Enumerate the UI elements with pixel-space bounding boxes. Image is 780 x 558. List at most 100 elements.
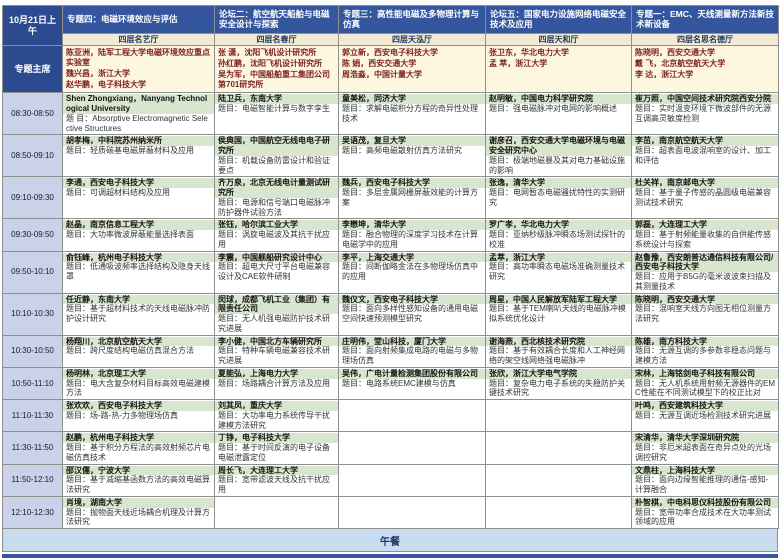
talk-cell: 崔万照，中国空间技术研究院西安分院 题目：实时温变环境下微波部件的无源互调高灵敏度… bbox=[631, 92, 779, 136]
talk-cell: 杜关祥，南京邮电大学 题目：基于量子传感的晶圆级电磁兼容测试技术研究 bbox=[631, 176, 779, 220]
speaker-name: 庄明伟，堂山科技，厦门大学 bbox=[339, 336, 485, 347]
talk-cell: 陈晓明，西安交通大学 题目：混响室天线方向图无相位测量方法研究 bbox=[631, 292, 779, 336]
chair-name: 周浩淼，中国计量大学 bbox=[342, 69, 422, 79]
room-row: 四层名艺厅 四层名春厅 四层天泓厅 四层天和厅 四层名思名德厅 bbox=[3, 32, 779, 47]
lunch-banner: 午餐 bbox=[2, 529, 778, 553]
speaker-name: 周长飞，大连理工大学 bbox=[215, 465, 338, 476]
session-title-forum5: 论坛五：国家电力设施网络电磁安全技术及应用 bbox=[485, 5, 632, 34]
speaker-name: 李茁，南京航空航天大学 bbox=[632, 136, 778, 147]
talk-title: 题目：基于时间反演的电子设备电磁泄露定位 bbox=[218, 443, 330, 462]
time-slot: 09:50-10:10 bbox=[2, 250, 63, 294]
talk-cell: 夏能弘，上海电力大学 题目：场路耦合计算方法及应用 bbox=[214, 366, 339, 401]
talk-title: 题目：融合物理的深度学习技术在计算电磁学中的应用 bbox=[342, 230, 478, 249]
chairs-cell: 张 潇，沈阳飞机设计研究所 孙红鹏，沈阳飞机设计研究所 吴为军，中国船舶重工集团公司… bbox=[214, 45, 339, 94]
talk-title: 题目：复杂电力电子系统的失稳防护关键技术研究 bbox=[489, 378, 625, 398]
schedule-body: 08:30-08:50 Shen Zhongxiang，Nanyang Techn… bbox=[2, 92, 779, 530]
talk-title: 题目：场路耦合计算方法及应用 bbox=[218, 378, 330, 388]
speaker-name: 宋清华，清华大学深圳研究院 bbox=[632, 433, 778, 444]
talk-title: 题目：大功率电力系统传导干扰建模方法研究 bbox=[218, 410, 330, 430]
speaker-name: 夏能弘，上海电力大学 bbox=[215, 368, 338, 379]
talk-cell: 孟萃，浙江大学 题目：高功率瞬态电磁场准确测量技术研究 bbox=[485, 250, 632, 294]
talk-cell: 张逸，清华大学 题目：电网暂态电磁骚扰特性的实测研究 bbox=[485, 176, 632, 220]
speaker-name: 杜关祥，南京邮电大学 bbox=[632, 178, 778, 189]
talk-title: 题目：混响室天线方向图无相位测量方法研究 bbox=[635, 304, 771, 324]
time-slot: 10:10-10:30 bbox=[2, 292, 63, 336]
session-title-topic3: 专题三：高性能电磁及多物理计算与仿真 bbox=[338, 5, 486, 34]
speaker-name: 郭磊，大连理工大学 bbox=[632, 220, 778, 231]
talk-title: 题目：间断伽略金法在多物理场仿真中的应用 bbox=[342, 262, 478, 282]
speaker-name: 闵球，成都飞机工业（集团）有限责任公司 bbox=[215, 294, 338, 315]
speaker-name: 李通，西安电子科技大学 bbox=[63, 178, 214, 189]
chair-name: 魏兴昌，浙江大学 bbox=[66, 68, 130, 78]
chair-name: 李 达，浙江大学 bbox=[635, 69, 694, 79]
talk-cell bbox=[485, 431, 632, 465]
chair-name: 赵华鹏，电子科技大学 bbox=[66, 79, 146, 89]
speaker-name: 杨明林，北京理工大学 bbox=[63, 368, 214, 379]
talk-title: 题目：基于量子传感的晶圆级电磁兼容测试技术研究 bbox=[635, 188, 771, 207]
talk-title: 题目：抛物面天线近场耦合机理及计算方法研究 bbox=[66, 507, 210, 527]
talk-cell: 赵鹏，杭州电子科技大学 题目：基于积分方程法的高效射频芯片电磁仿真技术 bbox=[62, 431, 215, 465]
schedule-row: 09:10-09:30 李通，西安电子科技大学 题目：可调超材料结构及应用 齐万泉，北… bbox=[2, 176, 779, 220]
chair-name: 陈晓明，西安交通大学 bbox=[635, 48, 715, 58]
talk-title: 题目：基于减缩基函数方法的高效电磁算法研究 bbox=[66, 475, 210, 495]
time-slot: 12:10-12:30 bbox=[2, 495, 63, 530]
time-slot: 11:50-12:10 bbox=[2, 463, 63, 497]
talk-cell: 吴语茂，复旦大学 题目：高频电磁散射仿真方法研究 bbox=[338, 134, 486, 178]
time-slot: 10:50-11:10 bbox=[2, 366, 63, 401]
talk-title: 题目：高频电磁散射仿真方法研究 bbox=[342, 146, 462, 156]
talk-cell: 赵晶，南京信息工程大学 题目：大功率微波屏蔽能量选择表面 bbox=[62, 218, 215, 252]
speaker-name: 谢海燕，西北核技术研究院 bbox=[486, 336, 631, 347]
talk-cell bbox=[338, 431, 486, 465]
talk-title: 题目：无源互调的多参数非稳态问题与建模方法 bbox=[635, 346, 771, 366]
talk-cell: 丁铮，电子科技大学 题目：基于时间反演的电子设备电磁泄露定位 bbox=[214, 431, 339, 465]
talk-cell: 谢海燕，西北核技术研究院 题目：基于有效耦合长度和人工神经网络的架空线网络强电磁脉… bbox=[485, 334, 632, 368]
talk-title: 题目：多层金属网栅屏蔽效能的计算方案 bbox=[342, 188, 478, 207]
talk-cell: 文鼎柱，上海科技大学 题目：面向边缘智能推理的通信-感知-计算融合 bbox=[631, 463, 779, 497]
talk-cell bbox=[485, 495, 632, 530]
talk-cell: 侯典国，中国航空无线电电子研究所 题目：机载设备防雷设计和验证要点 bbox=[214, 134, 339, 178]
talk-cell: 宋清华，清华大学深圳研究院 题目：非厄米超表面在奇异点处的光场调控研究 bbox=[631, 431, 779, 465]
talk-cell: 赵鲁豫，西安朗普达通信科技有限公司/西安电子科技大学 题目：应用于B5G的毫米波波… bbox=[631, 250, 779, 294]
talk-cell: 罗广孝，华北电力大学 题目：亚纳秒级脉冲瞬态场测试探针的校准 bbox=[485, 218, 632, 252]
speaker-name: 侯典国，中国航空无线电电子研究所 bbox=[215, 136, 338, 156]
talk-title: 题目：涡旋电磁波及其抗干扰应用 bbox=[218, 230, 330, 249]
talk-title: 题目：实时温变环境下微波部件的无源互调高灵敏度检测 bbox=[635, 104, 771, 123]
schedule-row: 11:50-12:10 邵汉儒，宁波大学 题目：基于减缩基函数方法的高效电磁算法研究… bbox=[2, 463, 779, 497]
schedule-row: 10:30-10:50 杨翔川，北京航空航天大学 题目：跨尺度结构电磁仿真混合方法李… bbox=[2, 334, 779, 368]
talk-cell bbox=[214, 495, 339, 530]
talk-title: 题目：基于有效耦合长度和人工神经网络的架空线网络强电磁脉冲 bbox=[489, 346, 625, 366]
talk-title: 题目：面向多样性感知设备的通用电磁空间快速预测模型研究 bbox=[342, 304, 478, 324]
chair-header: 专题主席 bbox=[2, 45, 63, 94]
speaker-name: 肖境，湖南大学 bbox=[63, 497, 214, 508]
chair-name: 吴为军，中国船舶重工集团公司第701研究所 bbox=[218, 69, 330, 89]
talk-cell: 李震，中国舰船研究设计中心 题目：超电大尺寸平台电磁兼容设计及CAE软件研制 bbox=[214, 250, 339, 294]
talk-title: 题目：可调超材料结构及应用 bbox=[66, 188, 170, 198]
talk-cell bbox=[485, 399, 632, 433]
talk-title: 题 目：Absorptive Electromagnetic Selective… bbox=[66, 113, 208, 133]
chair-name: 孟 萃，浙江大学 bbox=[489, 59, 548, 69]
time-slot: 09:30-09:50 bbox=[2, 218, 63, 252]
talk-cell: 周星，中国人民解放军陆军工程大学 题目：基于TEM喇叭天线的电磁脉冲模拟系统优化设… bbox=[485, 292, 632, 336]
speaker-name: 张欣，浙江大学电气学院 bbox=[486, 368, 631, 379]
talk-title: 题目：高功率瞬态电磁场准确测量技术研究 bbox=[489, 262, 625, 282]
room-name: 四层名春厅 bbox=[214, 32, 339, 47]
talk-title: 题目：特种车辆电磁兼容技术研究进展 bbox=[218, 346, 330, 366]
talk-cell: 张钰，哈尔滨工业大学 题目：涡旋电磁波及其抗干扰应用 bbox=[214, 218, 339, 252]
room-name: 四层名思名德厅 bbox=[631, 32, 779, 47]
talk-title: 题目：低通吸波频率选择结构及隐身天线罩 bbox=[66, 262, 210, 282]
speaker-name: 胡孝梅，中科院苏州纳米所 bbox=[63, 136, 214, 147]
schedule-row: 09:30-09:50 赵晶，南京信息工程大学 题目：大功率微波屏蔽能量选择表面 张钰… bbox=[2, 218, 779, 252]
speaker-name: 任近静，东南大学 bbox=[63, 294, 214, 305]
session-title-forum2: 论坛二：航空航天船舶与电磁安全设计与探索 bbox=[214, 5, 339, 34]
talk-title: 题目：大功率微波屏蔽能量选择表面 bbox=[66, 230, 194, 240]
talk-cell: 齐万泉，北京无线电计量测试研究所 题目：电源和信号端口电磁脉冲防护器件试验方法 bbox=[214, 176, 339, 220]
speaker-name: 周星，中国人民解放军陆军工程大学 bbox=[486, 294, 631, 305]
talk-cell: 俞钰峰，杭州电子科技大学 题目：低通吸波频率选择结构及隐身天线罩 bbox=[62, 250, 215, 294]
session-title-topic1: 专题一：EMC、天线测量新方法新技术新设备 bbox=[631, 5, 779, 34]
speaker-name: 童美松，同济大学 bbox=[339, 94, 485, 105]
talk-cell: 李懋坤，清华大学 题目：融合物理的深度学习技术在计算电磁学中的应用 bbox=[338, 218, 486, 252]
talk-cell: 魏兵，西安电子科技大学 题目：多层金属网栅屏蔽效能的计算方案 bbox=[338, 176, 486, 220]
speaker-name: 李小健，中国北方车辆研究所 bbox=[215, 336, 338, 347]
talk-cell: 陆卫兵，东南大学 题目：电磁智能计算与数字孪生 bbox=[214, 92, 339, 136]
talk-title: 题目：超表面电波混响室的设计、加工和评估 bbox=[635, 146, 771, 165]
